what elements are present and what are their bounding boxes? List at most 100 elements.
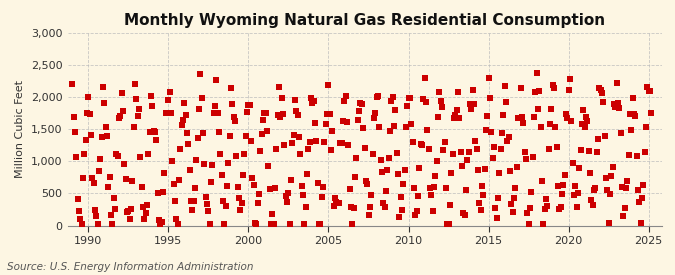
Point	[76, 221, 87, 226]
Point	[363, 213, 374, 217]
Point	[252, 200, 263, 205]
Point	[190, 185, 200, 190]
Point	[206, 179, 217, 184]
Point	[614, 106, 625, 110]
Point	[105, 213, 116, 218]
Text: Source: U.S. Energy Information Administration: Source: U.S. Energy Information Administ…	[7, 262, 253, 272]
Point	[524, 206, 535, 210]
Point	[131, 97, 142, 101]
Point	[72, 197, 83, 202]
Point	[547, 82, 558, 87]
Point	[467, 88, 478, 92]
Point	[426, 193, 437, 198]
Point	[153, 191, 163, 195]
Point	[199, 161, 210, 166]
Point	[326, 148, 337, 152]
Point	[538, 221, 549, 226]
Point	[643, 89, 654, 93]
Title: Monthly Wyoming Natural Gas Residential Consumption: Monthly Wyoming Natural Gas Residential …	[124, 13, 605, 28]
Point	[619, 205, 630, 210]
Point	[223, 161, 234, 165]
Point	[411, 209, 422, 213]
Point	[128, 125, 139, 129]
Point	[616, 185, 627, 189]
Point	[172, 221, 183, 226]
Point	[429, 185, 439, 189]
Point	[597, 91, 608, 95]
Point	[385, 129, 396, 133]
Point	[435, 99, 446, 103]
Point	[117, 109, 128, 113]
Point	[225, 86, 236, 90]
Point	[585, 171, 595, 175]
Point	[566, 119, 576, 123]
Point	[400, 125, 411, 129]
Point	[427, 208, 438, 213]
Point	[79, 152, 90, 156]
Point	[198, 131, 209, 136]
Point	[291, 108, 302, 113]
Point	[360, 179, 371, 183]
Point	[160, 111, 171, 116]
Point	[638, 182, 649, 187]
Point	[270, 186, 281, 190]
Point	[486, 130, 497, 135]
Point	[300, 205, 311, 210]
Point	[167, 159, 178, 164]
Point	[599, 134, 610, 138]
Point	[176, 123, 187, 128]
Point	[403, 95, 414, 100]
Point	[608, 165, 618, 169]
Point	[474, 201, 485, 206]
Point	[537, 179, 547, 184]
Point	[119, 162, 130, 166]
Point	[178, 117, 188, 122]
Point	[191, 157, 202, 162]
Point	[265, 187, 275, 191]
Point	[582, 119, 593, 123]
Point	[90, 207, 101, 212]
Point	[414, 166, 425, 170]
Point	[425, 185, 435, 190]
Point	[539, 207, 550, 211]
Point	[504, 169, 515, 173]
Point	[256, 132, 267, 137]
Point	[238, 173, 248, 177]
Point	[255, 149, 266, 153]
Point	[379, 205, 390, 209]
Point	[335, 141, 346, 146]
Point	[347, 221, 358, 226]
Point	[626, 128, 637, 132]
Point	[74, 209, 84, 213]
Point	[336, 141, 347, 145]
Point	[443, 221, 454, 226]
Point	[130, 82, 140, 86]
Point	[242, 109, 252, 114]
Point	[468, 101, 479, 106]
Point	[388, 123, 399, 128]
Point	[281, 199, 292, 204]
Point	[564, 77, 575, 81]
Point	[620, 186, 631, 191]
Point	[645, 89, 655, 94]
Point	[359, 145, 370, 150]
Point	[478, 193, 489, 197]
Point	[75, 217, 86, 221]
Point	[507, 210, 518, 214]
Point	[148, 129, 159, 134]
Point	[594, 86, 605, 90]
Point	[455, 150, 466, 155]
Point	[146, 94, 157, 98]
Point	[356, 102, 367, 106]
Point	[483, 76, 494, 80]
Point	[230, 119, 240, 123]
Point	[466, 107, 477, 111]
Point	[210, 104, 221, 109]
Point	[344, 186, 355, 191]
Point	[546, 107, 557, 111]
Point	[364, 205, 375, 209]
Point	[322, 112, 333, 116]
Point	[124, 217, 135, 221]
Point	[116, 91, 127, 95]
Point	[251, 221, 262, 226]
